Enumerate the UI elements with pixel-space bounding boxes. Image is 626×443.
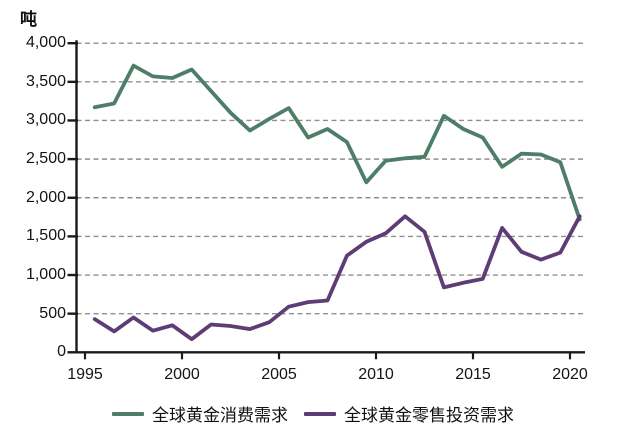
legend-label: 全球黄金零售投资需求 xyxy=(344,406,514,425)
series-line xyxy=(92,63,582,222)
y-tick-label: 0 xyxy=(57,343,66,361)
legend-label: 全球黄金消费需求 xyxy=(152,406,288,425)
x-tick-label: 2020 xyxy=(552,366,588,383)
y-tick-label: 4,000 xyxy=(25,34,66,52)
x-tick-label: 2010 xyxy=(358,366,394,383)
x-tick-label: 2005 xyxy=(261,366,297,383)
legend-line-swatch xyxy=(112,411,144,416)
legend-item: 全球黄金消费需求 xyxy=(112,401,288,426)
y-tick-label: 500 xyxy=(39,304,66,322)
y-tick-label: 3,500 xyxy=(25,72,66,90)
x-tick-label: 2015 xyxy=(455,366,491,383)
y-tick-label: 1,000 xyxy=(25,266,66,284)
x-tick-label: 1995 xyxy=(67,366,103,383)
y-tick-label: 1,500 xyxy=(25,227,66,245)
x-tick-label: 2000 xyxy=(164,366,200,383)
y-tick-label: 3,000 xyxy=(25,111,66,129)
legend-line-swatch xyxy=(304,411,336,416)
legend-item: 全球黄金零售投资需求 xyxy=(304,401,514,426)
y-tick-label: 2,000 xyxy=(25,188,66,206)
legend: 全球黄金消费需求 全球黄金零售投资需求 xyxy=(0,401,626,426)
series-line xyxy=(92,214,582,342)
y-axis-unit-label: 吨 xyxy=(20,10,37,29)
y-tick-label: 2,500 xyxy=(25,150,66,168)
